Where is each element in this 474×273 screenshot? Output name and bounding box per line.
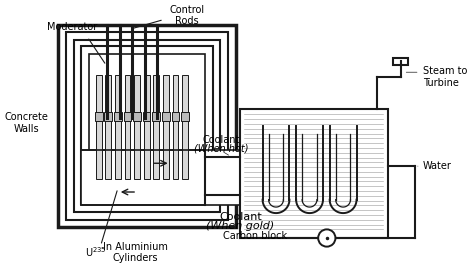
Bar [172, 111, 179, 121]
Bar [133, 111, 141, 121]
Bar [134, 75, 140, 179]
Bar [89, 54, 205, 196]
Text: Water: Water [423, 161, 452, 171]
Bar [173, 75, 178, 179]
Bar [82, 46, 213, 204]
Bar [95, 111, 102, 121]
Bar [181, 111, 189, 121]
Text: Coolant: Coolant [203, 135, 240, 145]
Text: Control
Rods: Control Rods [169, 5, 204, 26]
Bar [153, 111, 160, 121]
Bar [163, 75, 169, 179]
Bar [125, 75, 130, 179]
Bar [82, 150, 239, 205]
Bar [104, 111, 112, 121]
Bar [154, 75, 159, 179]
Text: Carbon block: Carbon block [223, 231, 287, 241]
Bar [114, 111, 122, 121]
Bar [74, 40, 220, 212]
Text: (When hot): (When hot) [194, 144, 249, 154]
Bar [115, 75, 121, 179]
Bar [393, 58, 408, 64]
Text: Coolant: Coolant [219, 212, 262, 222]
Text: Concrete
Walls: Concrete Walls [5, 112, 49, 134]
Bar [182, 75, 188, 179]
Bar [124, 111, 131, 121]
Circle shape [318, 229, 336, 247]
Text: $\mathrm{U}^{235}$: $\mathrm{U}^{235}$ [85, 245, 107, 259]
Bar [105, 75, 111, 179]
Bar [143, 111, 150, 121]
Bar [239, 109, 388, 238]
Bar [58, 25, 236, 227]
Text: In Aluminium
Cylinders: In Aluminium Cylinders [103, 242, 168, 263]
Text: Moderator: Moderator [47, 22, 97, 32]
Bar [66, 32, 228, 220]
Text: (When gold): (When gold) [207, 221, 274, 231]
Bar [96, 75, 101, 179]
Bar [144, 75, 149, 179]
Bar [244, 112, 384, 234]
Text: Steam to
Turbine: Steam to Turbine [423, 66, 467, 88]
Bar [162, 111, 170, 121]
